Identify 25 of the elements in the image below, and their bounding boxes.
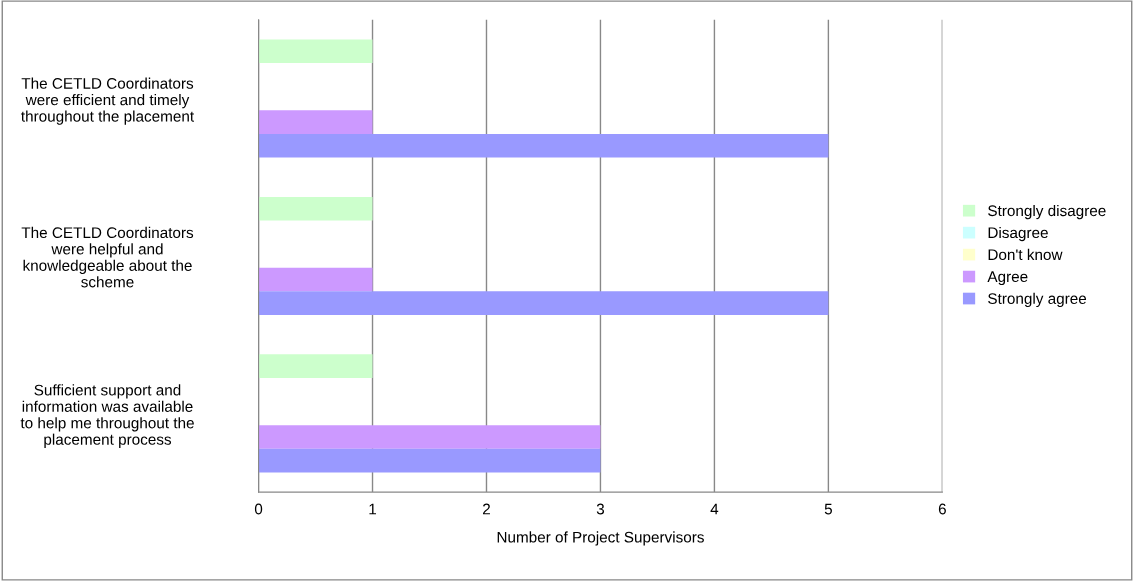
legend-label: Disagree xyxy=(988,226,1048,242)
y-tick-label: Sufficient support and information was available to help me throughout the placement process xyxy=(20,384,194,448)
y-tick-label: The CETLD Coordinators were helpful and knowledgeable about the scheme xyxy=(21,226,194,288)
x-tick-label: 5 xyxy=(824,503,832,515)
x-tick-label: 2 xyxy=(483,503,490,515)
x-tick-label: 3 xyxy=(596,503,605,515)
legend-label: Strongly agree xyxy=(988,292,1087,308)
bar xyxy=(258,110,373,134)
x-tick-label: 1 xyxy=(369,503,377,515)
bar xyxy=(258,448,601,473)
legend-label: Don't know xyxy=(988,248,1063,261)
bar xyxy=(258,196,373,221)
bar xyxy=(258,425,601,449)
bar xyxy=(258,354,373,378)
x-tick-label: 4 xyxy=(710,503,719,515)
bar xyxy=(258,267,373,292)
legend-label: Strongly disagree xyxy=(988,204,1106,220)
y-tick-label: The CETLD Coordinators were efficient and timely throughout the placement xyxy=(21,77,195,125)
bar xyxy=(258,39,373,64)
bar xyxy=(258,291,829,315)
x-tick-label: 6 xyxy=(938,503,946,515)
bar xyxy=(258,133,829,158)
x-axis-title: Number of Project Supervisors xyxy=(497,531,704,546)
legend-label: Agree xyxy=(987,271,1028,286)
x-tick-label: 0 xyxy=(254,503,263,515)
